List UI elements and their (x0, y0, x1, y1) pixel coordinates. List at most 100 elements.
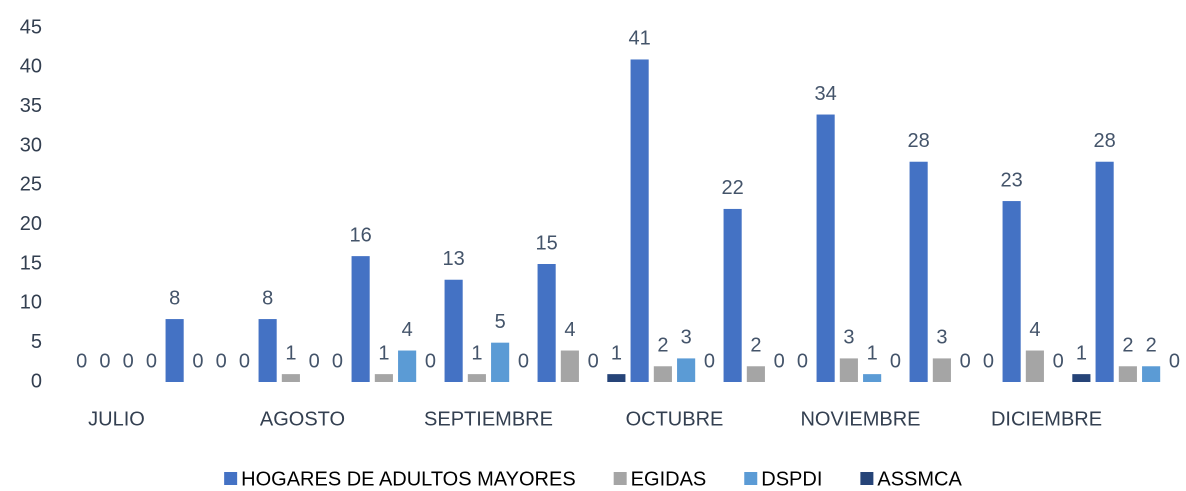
data-label: 2 (657, 335, 668, 357)
data-label: 8 (169, 287, 180, 309)
data-label: 1 (1076, 342, 1087, 364)
data-label: 16 (350, 224, 372, 246)
bar (258, 319, 277, 382)
bar (560, 350, 579, 382)
data-label: 0 (588, 350, 599, 372)
bar (816, 114, 835, 383)
bar (746, 366, 765, 382)
y-tick-label: 25 (20, 174, 42, 196)
bar (1072, 374, 1091, 382)
data-label: 23 (1001, 169, 1023, 191)
y-tick-label: 35 (20, 95, 42, 117)
data-label: 41 (629, 28, 651, 50)
bar (677, 358, 696, 382)
data-label: 0 (774, 350, 785, 372)
bar (1118, 366, 1137, 382)
data-label: 28 (1094, 130, 1116, 152)
x-tick-label: DICIEMBRE (991, 408, 1102, 430)
data-label: 0 (425, 350, 436, 372)
bar (444, 279, 463, 382)
legend-label: HOGARES DE ADULTOS MAYORES (241, 468, 576, 490)
bar (537, 264, 556, 382)
bar (491, 342, 510, 382)
data-label: 3 (681, 327, 692, 349)
bar (723, 208, 742, 382)
data-label: 2 (750, 335, 761, 357)
data-label: 0 (216, 350, 227, 372)
bar (165, 319, 184, 382)
legend-swatch (744, 472, 758, 485)
bar (909, 161, 928, 382)
x-tick-label: OCTUBRE (626, 408, 724, 430)
bar (1095, 161, 1114, 382)
x-tick-label: AGOSTO (260, 408, 345, 430)
bar (863, 374, 882, 382)
y-tick-label: 10 (20, 292, 42, 314)
bar (467, 374, 486, 382)
data-label: 5 (495, 311, 506, 333)
legend-swatch (613, 472, 627, 485)
legend-label: EGIDAS (631, 468, 707, 490)
y-tick-label: 20 (20, 213, 42, 235)
bar (630, 59, 649, 382)
bar (1025, 350, 1044, 382)
data-label: 0 (76, 350, 87, 372)
data-label: 0 (309, 350, 320, 372)
data-label: 0 (983, 350, 994, 372)
y-tick-label: 5 (31, 331, 42, 353)
data-label: 4 (564, 319, 575, 341)
legend-label: ASSMCA (877, 468, 962, 490)
legend-swatch (860, 472, 874, 485)
y-tick-label: 0 (31, 370, 42, 392)
data-label: 1 (378, 342, 389, 364)
y-tick-label: 40 (20, 56, 42, 78)
data-label: 0 (1053, 350, 1064, 372)
data-label: 28 (908, 130, 930, 152)
data-label: 34 (815, 83, 837, 105)
y-tick-label: 45 (20, 16, 42, 38)
data-label: 0 (99, 350, 110, 372)
bar (1142, 366, 1161, 382)
data-label: 0 (239, 350, 250, 372)
data-label: 15 (536, 232, 558, 254)
bar (351, 256, 370, 382)
bar (653, 366, 672, 382)
x-tick-label: JULIO (88, 408, 145, 430)
data-label: 0 (704, 350, 715, 372)
data-label: 0 (960, 350, 971, 372)
data-label: 0 (797, 350, 808, 372)
legend-label: DSPDI (761, 468, 822, 490)
bar (281, 374, 300, 382)
data-label: 4 (1029, 319, 1040, 341)
data-label: 0 (192, 350, 203, 372)
data-label: 0 (518, 350, 529, 372)
data-label: 0 (123, 350, 134, 372)
data-label: 8 (262, 287, 273, 309)
data-label: 1 (471, 342, 482, 364)
bar (932, 358, 951, 382)
bar (398, 350, 417, 382)
y-tick-label: 15 (20, 252, 42, 274)
data-label: 2 (1146, 335, 1157, 357)
data-label: 13 (443, 248, 465, 270)
x-tick-label: SEPTIEMBRE (424, 408, 553, 430)
data-label: 0 (1169, 350, 1180, 372)
data-label: 1 (867, 342, 878, 364)
bar (607, 374, 626, 382)
data-label: 0 (332, 350, 343, 372)
bar (1002, 201, 1021, 382)
data-label: 3 (936, 327, 947, 349)
data-label: 0 (890, 350, 901, 372)
data-label: 1 (285, 342, 296, 364)
data-label: 22 (722, 177, 744, 199)
data-label: 2 (1122, 335, 1133, 357)
x-tick-label: NOVIEMBRE (800, 408, 920, 430)
bar (839, 358, 858, 382)
bar (374, 374, 393, 382)
data-label: 3 (843, 327, 854, 349)
data-label: 4 (402, 319, 413, 341)
legend-swatch (224, 472, 238, 485)
y-tick-label: 30 (20, 134, 42, 156)
data-label: 0 (146, 350, 157, 372)
